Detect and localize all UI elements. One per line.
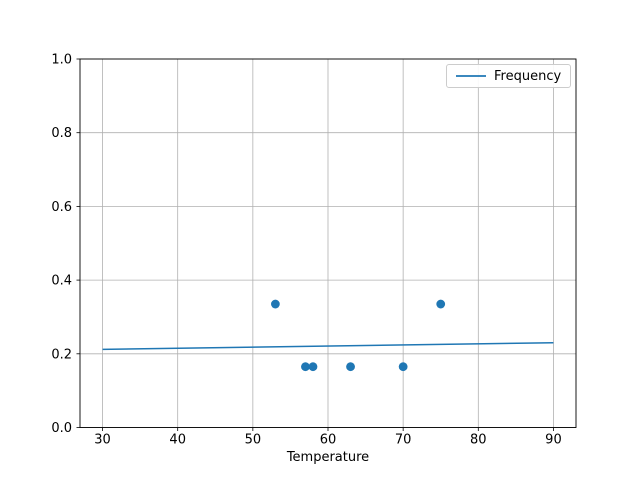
- legend-line-icon: [456, 75, 486, 77]
- scatter-point: [436, 299, 446, 309]
- y-tick-label: 0.2: [51, 347, 72, 362]
- x-tick-label: 80: [470, 433, 487, 448]
- x-tick-label: 70: [395, 433, 412, 448]
- legend: Frequency: [446, 64, 572, 88]
- y-tick-label: 1.0: [51, 53, 72, 68]
- scatter-point: [270, 299, 280, 309]
- x-tick-label: 40: [169, 433, 186, 448]
- scatter-point: [346, 362, 355, 372]
- x-tick-label: 30: [94, 433, 111, 448]
- legend-label: Frequency: [494, 68, 562, 84]
- y-tick-label: 0.6: [51, 200, 72, 215]
- scatter-point: [308, 362, 318, 372]
- y-tick-label: 0.4: [51, 274, 72, 289]
- plot-border: [79, 58, 577, 428]
- x-axis-label: Temperature: [286, 450, 370, 465]
- x-tick-label: 60: [320, 433, 337, 448]
- x-tick-label: 50: [245, 433, 262, 448]
- y-tick-label: 0.0: [51, 421, 72, 436]
- scatter-point: [301, 362, 310, 372]
- scatter-point: [398, 362, 408, 372]
- frequency-trend-line: [102, 341, 554, 351]
- x-tick-label: 90: [545, 433, 562, 448]
- y-tick-label: 0.8: [51, 126, 72, 141]
